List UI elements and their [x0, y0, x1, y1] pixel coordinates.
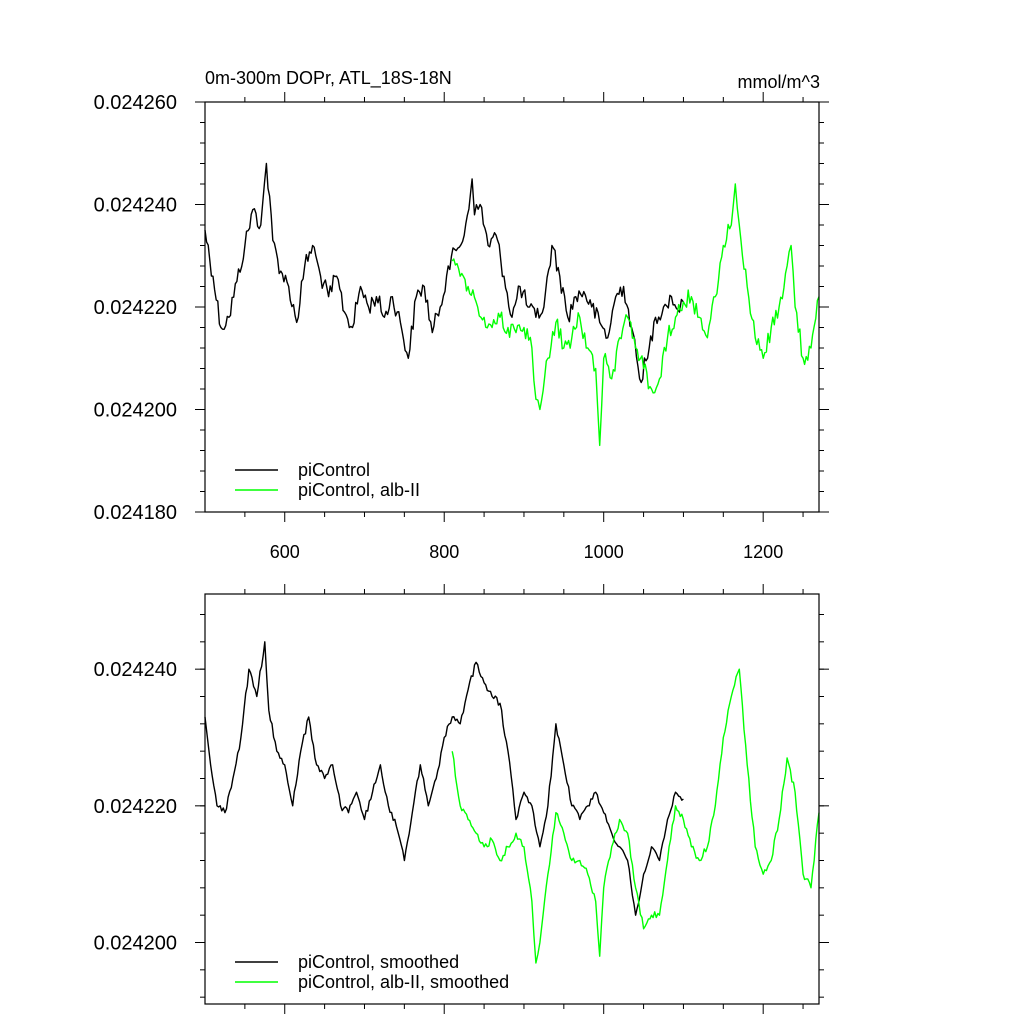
y-tick-label: 0.024240 — [94, 195, 177, 217]
y-tick-label: 0.024220 — [94, 796, 177, 818]
series-group — [204, 641, 820, 964]
y-tick-label: 0.024220 — [94, 297, 177, 319]
series-group — [204, 162, 820, 447]
x-tick-label: 1200 — [743, 542, 783, 562]
plot-frame — [204, 593, 820, 1005]
axes-ticks: 0.024200 0.024220 0.024240 — [94, 584, 829, 1014]
y-tick-label: 0.024240 — [94, 659, 177, 681]
legend: piControl, smoothed piControl, alb-II, s… — [235, 952, 509, 992]
legend-label-picontrol-smoothed: piControl, smoothed — [298, 952, 459, 972]
series-line-picontrol-alb-ii-smoothed — [451, 668, 820, 964]
series-line-picontrol-alb-ii — [451, 183, 820, 447]
plot-frame — [204, 101, 820, 513]
legend: piControl piControl, alb-II — [235, 460, 420, 500]
series-line-picontrol-smoothed — [204, 641, 684, 916]
y-tick-label: 0.024260 — [94, 92, 177, 114]
units-label: mmol/m^3 — [738, 72, 820, 92]
chart-title: 0m-300m DOPr, ATL_18S-18N — [205, 68, 452, 89]
y-tick-label: 0.024200 — [94, 400, 177, 422]
panel-bottom: 0.024200 0.024220 0.024240 piControl, smoo… — [94, 584, 829, 1014]
x-tick-label: 1000 — [584, 542, 624, 562]
legend-label-alb-ii: piControl, alb-II — [298, 480, 420, 500]
panel-top: 0m-300m DOPr, ATL_18S-18N mmol/m^3 600 80… — [94, 68, 829, 562]
series-line-picontrol — [204, 162, 684, 384]
x-tick-label: 800 — [429, 542, 459, 562]
legend-label-alb-ii-smoothed: piControl, alb-II, smoothed — [298, 972, 509, 992]
legend-label-picontrol: piControl — [298, 460, 370, 480]
x-tick-label: 600 — [270, 542, 300, 562]
y-tick-label: 0.024180 — [94, 502, 177, 524]
y-tick-label: 0.024200 — [94, 933, 177, 955]
axes-ticks: 600 800 1000 1200 0.024180 0.024200 0.024220 0.… — [94, 92, 829, 562]
